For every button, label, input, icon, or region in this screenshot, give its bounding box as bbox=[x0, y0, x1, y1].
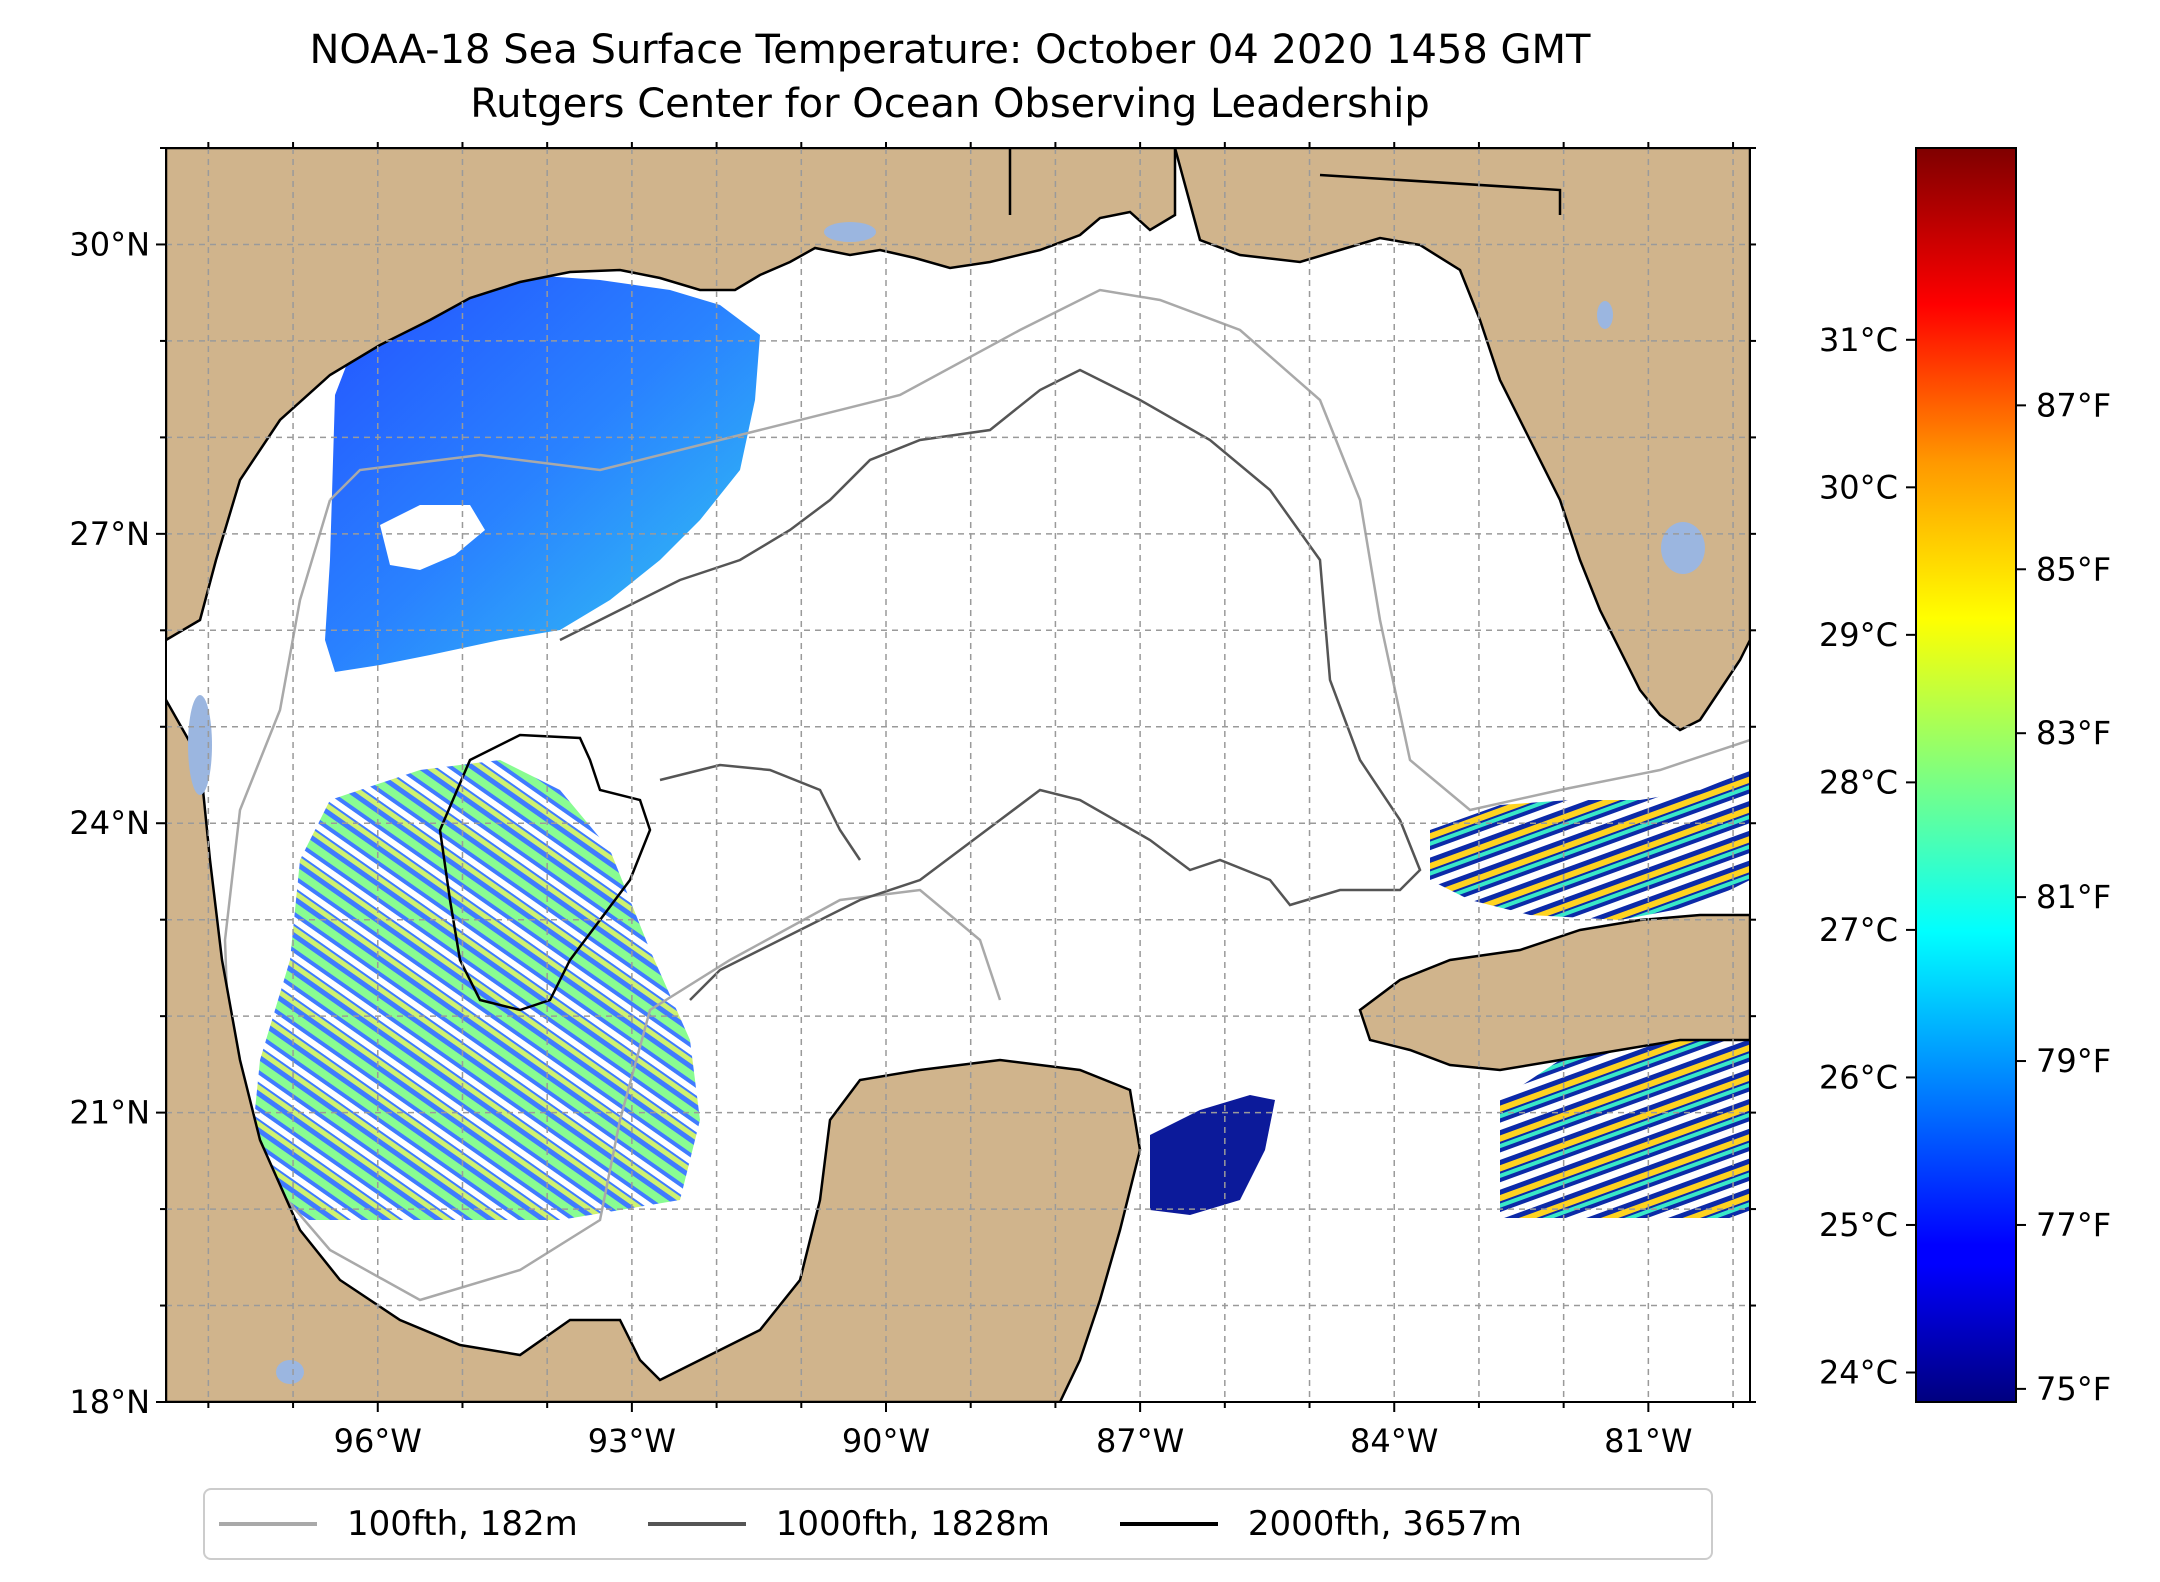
legend-item-2000fth: 2000fth, 3657m bbox=[1119, 1504, 1522, 1544]
colorbar-celsius-axis: 24°C 25°C 26°C 27°C 28°C 29°C 30°C 31°C bbox=[1819, 321, 1916, 1391]
sst-nodata-patch bbox=[380, 505, 485, 570]
legend-label-100fth: 100fth, 182m bbox=[347, 1504, 578, 1544]
colorbar-celsius-label: 24°C bbox=[1819, 1353, 1898, 1391]
sst-swath-yucatan-channel bbox=[1150, 1095, 1275, 1215]
graticule bbox=[166, 148, 1750, 1402]
map-title: NOAA-18 Sea Surface Temperature: October… bbox=[309, 27, 1591, 73]
legend-item-100fth: 100fth, 182m bbox=[219, 1504, 578, 1544]
colorbar-fahrenheit-label: 75°F bbox=[2036, 1370, 2111, 1408]
lat-tick-label: 30°N bbox=[69, 225, 150, 263]
land-mexico bbox=[166, 697, 1142, 1402]
state-border bbox=[1008, 148, 1562, 215]
colorbar-fahrenheit-axis: 75°F 77°F 79°F 81°F 83°F 85°F 87°F bbox=[2016, 386, 2111, 1408]
legend-label-1000fth: 1000fth, 1828m bbox=[775, 1504, 1050, 1544]
colorbar-fahrenheit-label: 77°F bbox=[2036, 1206, 2111, 1244]
lake-pontchartrain bbox=[824, 222, 876, 242]
land-cuba bbox=[1358, 913, 1750, 1072]
lake-okeechobee bbox=[1661, 522, 1705, 574]
legend-swatch-1000fth bbox=[647, 1522, 746, 1526]
lat-tick-label: 21°N bbox=[69, 1094, 150, 1132]
inland-lake-florida bbox=[1597, 301, 1613, 329]
lon-tick-label: 84°W bbox=[1350, 1422, 1438, 1460]
lat-tick-label: 18°N bbox=[69, 1383, 150, 1421]
laguna-madre bbox=[188, 695, 212, 795]
sst-swath-cuba-south bbox=[1500, 1030, 1750, 1218]
colorbar-fahrenheit-label: 87°F bbox=[2036, 386, 2111, 424]
colorbar-celsius-label: 28°C bbox=[1819, 763, 1898, 801]
lon-tick-label: 96°W bbox=[334, 1422, 422, 1460]
land-layer bbox=[166, 148, 1750, 1402]
lon-tick-label: 87°W bbox=[1096, 1422, 1184, 1460]
bathymetry-legend: 100fth, 182m 1000fth, 1828m 2000fth, 365… bbox=[203, 1488, 1713, 1560]
land-us-gulf-coast bbox=[166, 148, 1177, 642]
inland-lake-mexico bbox=[276, 1360, 304, 1384]
land-florida bbox=[1173, 148, 1750, 732]
map-subtitle: Rutgers Center for Ocean Observing Leade… bbox=[470, 81, 1430, 127]
contour-100fth bbox=[223, 288, 1750, 1302]
lon-tick-label: 90°W bbox=[842, 1422, 930, 1460]
lat-tick-label: 27°N bbox=[69, 515, 150, 553]
colorbar-fahrenheit-label: 79°F bbox=[2036, 1042, 2111, 1080]
colorbar-celsius-label: 26°C bbox=[1819, 1058, 1898, 1096]
longitude-axis: 96°W 93°W 90°W 87°W 84°W 81°W bbox=[207, 142, 1735, 1460]
colorbar-fahrenheit-label: 81°F bbox=[2036, 878, 2111, 916]
legend-swatch-100fth bbox=[219, 1522, 317, 1526]
colorbar-celsius-label: 25°C bbox=[1819, 1206, 1898, 1244]
colorbar-celsius-label: 29°C bbox=[1819, 616, 1898, 654]
colorbar-fahrenheit-label: 83°F bbox=[2036, 714, 2111, 752]
inland-water bbox=[188, 222, 1705, 1384]
sst-swath-florida-straits bbox=[1430, 770, 1750, 920]
colorbar bbox=[1915, 147, 2017, 1403]
sst-swath-northwest-gulf bbox=[325, 275, 760, 672]
lon-tick-label: 81°W bbox=[1604, 1422, 1692, 1460]
colorbar-fahrenheit-label: 85°F bbox=[2036, 550, 2111, 588]
legend-label-2000fth: 2000fth, 3657m bbox=[1247, 1504, 1522, 1544]
legend-swatch-2000fth bbox=[1119, 1522, 1218, 1526]
colorbar-celsius-label: 30°C bbox=[1819, 468, 1898, 506]
colorbar-celsius-label: 31°C bbox=[1819, 321, 1898, 359]
lat-tick-label: 24°N bbox=[69, 804, 150, 842]
lon-tick-label: 93°W bbox=[588, 1422, 676, 1460]
map-frame bbox=[165, 147, 1751, 1403]
contour-1000fth bbox=[559, 368, 1422, 1001]
legend-item-1000fth: 1000fth, 1828m bbox=[647, 1504, 1050, 1544]
colorbar-celsius-label: 27°C bbox=[1819, 911, 1898, 949]
latitude-axis: 18°N 21°N 24°N 27°N 30°N bbox=[69, 147, 1756, 1421]
